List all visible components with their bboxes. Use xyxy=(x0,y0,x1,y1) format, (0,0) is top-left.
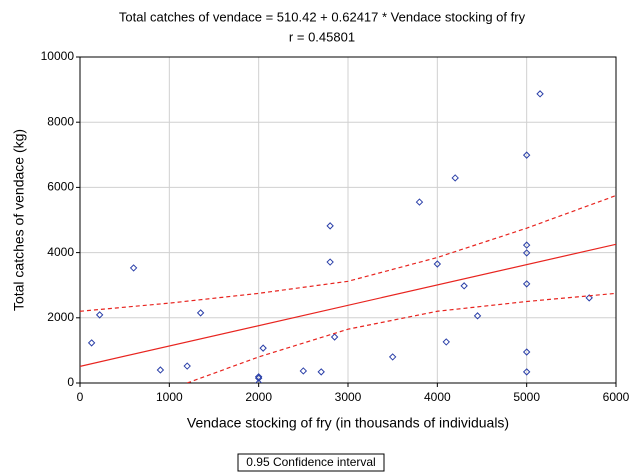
data-point xyxy=(522,151,531,159)
regression-line xyxy=(80,243,616,367)
data-point xyxy=(522,249,531,257)
data-point xyxy=(87,339,96,347)
data-point xyxy=(433,260,442,268)
plot-layer: 0 2000 4000 6000 8000 10000 0 1000 2000 3000 4000 5… xyxy=(41,49,630,404)
y-tick-label: 8000 xyxy=(47,114,74,128)
data-point xyxy=(585,294,593,302)
x-tick-label: 0 xyxy=(77,390,84,404)
data-point xyxy=(196,309,205,317)
x-tick-label: 6000 xyxy=(603,390,630,404)
plot-area xyxy=(80,90,616,383)
y-tick-label: 6000 xyxy=(47,180,74,194)
x-tick-label: 5000 xyxy=(513,390,540,404)
data-point xyxy=(254,379,263,383)
data-point xyxy=(259,344,267,352)
data-point xyxy=(254,374,263,382)
data-point xyxy=(317,368,325,376)
data-point xyxy=(522,280,531,288)
data-point xyxy=(299,367,308,375)
plot-frame xyxy=(79,56,617,384)
data-point xyxy=(460,282,468,290)
y-axis-label: Total catches of vendace (kg) xyxy=(11,129,27,311)
data-point xyxy=(183,362,191,370)
data-point xyxy=(326,222,334,230)
confidence-band xyxy=(186,292,616,383)
x-tick-label: 3000 xyxy=(335,390,362,404)
data-point xyxy=(442,338,450,346)
y-tick-label: 4000 xyxy=(47,245,74,259)
x-tick-label: 4000 xyxy=(424,390,451,404)
data-point xyxy=(522,241,531,249)
legend-box xyxy=(237,453,385,472)
data-point xyxy=(473,312,482,320)
data-point xyxy=(95,311,104,319)
data-point xyxy=(522,368,531,376)
data-point xyxy=(415,198,424,206)
data-point xyxy=(536,90,544,98)
data-point xyxy=(388,353,397,361)
y-tick-label: 0 xyxy=(67,375,74,389)
data-point xyxy=(330,333,339,341)
data-point xyxy=(326,258,334,266)
x-axis-label: Vendace stocking of fry (in thousands of… xyxy=(187,415,509,431)
confidence-band xyxy=(80,194,616,312)
y-tick-label: 2000 xyxy=(47,310,74,324)
chart-subtitle: r = 0.45801 xyxy=(289,29,355,44)
y-tick-label: 10000 xyxy=(41,49,75,63)
legend-label: 0.95 Confidence interval xyxy=(246,455,375,469)
data-point xyxy=(522,348,531,356)
data-point xyxy=(156,366,165,374)
chart-title: Total catches of vendace = 510.42 + 0.62… xyxy=(119,9,526,24)
x-tick-label: 2000 xyxy=(245,390,272,404)
data-point xyxy=(129,264,138,272)
data-point xyxy=(451,174,459,182)
x-tick-label: 1000 xyxy=(156,390,183,404)
